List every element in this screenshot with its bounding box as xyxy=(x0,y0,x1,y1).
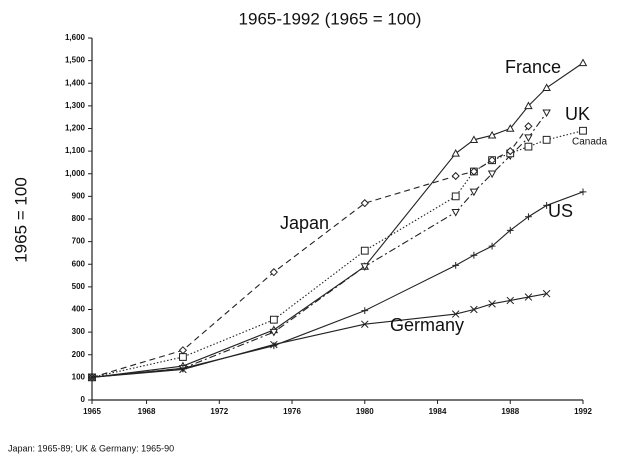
marker xyxy=(470,305,478,314)
y-tick-label: 600 xyxy=(72,259,86,268)
marker xyxy=(179,353,187,361)
series-line xyxy=(91,293,547,378)
marker xyxy=(487,170,497,179)
marker xyxy=(269,328,279,337)
x-tick-label: 1984 xyxy=(429,407,447,416)
series-line xyxy=(91,191,584,378)
x-tick-label: 1992 xyxy=(574,407,592,416)
marker xyxy=(542,135,551,144)
x-tick-label: 1965 xyxy=(83,407,101,416)
series-label: Germany xyxy=(390,315,464,335)
x-tick-label: 1968 xyxy=(138,407,156,416)
x-tick-label: 1988 xyxy=(501,407,519,416)
y-tick-label: 1,600 xyxy=(65,33,86,42)
marker xyxy=(179,365,187,374)
chart-title: 1965-1992 (1965 = 100) xyxy=(239,9,422,28)
marker xyxy=(452,261,460,269)
marker xyxy=(506,226,514,234)
marker xyxy=(178,346,188,355)
y-tick-label: 900 xyxy=(72,191,86,200)
y-tick-label: 200 xyxy=(72,350,86,359)
marker xyxy=(524,293,533,301)
marker xyxy=(451,148,460,157)
series-line xyxy=(91,112,548,378)
marker xyxy=(487,130,497,139)
marker xyxy=(269,268,278,277)
marker xyxy=(524,142,533,151)
marker xyxy=(360,263,370,271)
marker xyxy=(542,289,551,298)
y-tick-label: 1,400 xyxy=(65,78,86,87)
marker xyxy=(542,83,551,91)
footnote: Japan: 1965-89; UK & Germany: 1965-90 xyxy=(8,443,174,453)
series-label: Canada xyxy=(572,137,607,148)
series-label: UK xyxy=(565,104,590,124)
y-tick-label: 800 xyxy=(72,214,86,223)
y-tick-label: 400 xyxy=(72,305,86,314)
marker xyxy=(361,307,369,315)
marker xyxy=(488,242,496,250)
y-axis-label: 1965 = 100 xyxy=(11,177,30,263)
marker xyxy=(469,135,479,144)
y-tick-label: 700 xyxy=(72,237,86,246)
x-tick-label: 1976 xyxy=(283,407,301,416)
marker xyxy=(488,300,496,308)
marker xyxy=(88,373,96,382)
marker xyxy=(542,109,551,118)
marker xyxy=(469,188,479,197)
series-label: Japan xyxy=(280,213,329,233)
marker xyxy=(451,310,460,318)
series-label: US xyxy=(548,201,573,221)
marker xyxy=(451,192,460,201)
x-tick-label: 1980 xyxy=(356,407,374,416)
marker xyxy=(360,199,369,208)
marker xyxy=(579,126,587,135)
marker xyxy=(524,101,533,110)
y-tick-label: 100 xyxy=(72,372,86,381)
y-tick-label: 0 xyxy=(81,395,86,404)
series-line xyxy=(91,130,584,378)
marker xyxy=(270,340,278,349)
y-tick-label: 1,000 xyxy=(65,169,86,178)
marker xyxy=(361,320,369,328)
series-line xyxy=(91,125,529,378)
marker xyxy=(543,202,551,209)
marker xyxy=(451,171,460,181)
marker xyxy=(524,134,533,142)
y-tick-label: 1,200 xyxy=(65,124,86,133)
marker xyxy=(579,188,587,196)
marker xyxy=(506,296,515,305)
marker xyxy=(578,58,588,67)
series-label: France xyxy=(505,57,561,77)
x-tick-label: 1972 xyxy=(210,407,228,416)
marker xyxy=(269,315,278,324)
marker xyxy=(506,147,515,156)
marker xyxy=(506,124,515,132)
marker xyxy=(451,208,460,217)
marker xyxy=(469,167,478,176)
y-tick-label: 300 xyxy=(72,327,86,336)
y-tick-label: 500 xyxy=(72,282,86,291)
y-tick-label: 1,300 xyxy=(65,101,86,110)
marker xyxy=(360,246,369,255)
y-tick-label: 1,100 xyxy=(65,146,86,155)
marker xyxy=(525,213,532,221)
marker xyxy=(524,122,533,131)
marker xyxy=(470,251,478,259)
marker xyxy=(487,156,497,165)
y-tick-label: 1,500 xyxy=(65,56,86,65)
